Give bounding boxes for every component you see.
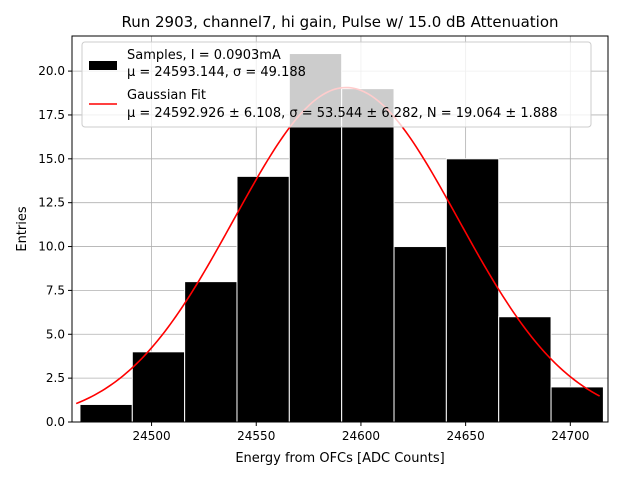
legend-fit-label: Gaussian Fit xyxy=(127,88,206,103)
x-tick-label: 24550 xyxy=(237,429,275,443)
histogram-bar xyxy=(341,88,395,423)
legend-samples-stats: μ = 24593.144, σ = 49.188 xyxy=(127,65,306,80)
x-axis-ticks: 24500 24550 24600 24650 24700 xyxy=(132,422,589,443)
y-tick-label: 20.0 xyxy=(38,64,65,78)
y-tick-label: 15.0 xyxy=(38,152,65,166)
y-axis-label: Entries xyxy=(15,206,30,252)
histogram-bar xyxy=(498,316,552,423)
y-tick-label: 5.0 xyxy=(46,327,65,341)
y-tick-label: 10.0 xyxy=(38,240,65,254)
histogram-bar xyxy=(236,175,290,423)
y-tick-label: 12.5 xyxy=(38,196,65,210)
x-tick-label: 24500 xyxy=(132,429,170,443)
legend-box xyxy=(81,41,592,128)
histogram-bar xyxy=(79,403,133,423)
x-axis-label: Energy from OFCs [ADC Counts] xyxy=(235,451,444,466)
x-tick-label: 24700 xyxy=(551,429,589,443)
plot-frame xyxy=(71,35,609,423)
x-tick-label: 24650 xyxy=(447,429,485,443)
legend-samples-label: Samples, I = 0.0903mA xyxy=(127,48,281,63)
histogram-bar xyxy=(445,158,500,423)
y-tick-label: 7.5 xyxy=(46,283,65,297)
histogram-bar xyxy=(393,246,447,423)
legend-fit-stats: μ = 24592.926 ± 6.108, σ = 53.544 ± 6.28… xyxy=(127,106,558,121)
y-tick-label: 2.5 xyxy=(46,371,65,385)
y-tick-label: 0.0 xyxy=(46,415,65,429)
legend: Samples, I = 0.0903mA μ = 24593.144, σ =… xyxy=(81,41,592,128)
x-tick-label: 24600 xyxy=(342,429,380,443)
y-tick-label: 17.5 xyxy=(38,108,65,122)
histogram-bar xyxy=(184,281,238,423)
histogram-bars xyxy=(79,53,604,423)
chart-title: Run 2903, channel7, hi gain, Pulse w/ 15… xyxy=(121,13,558,31)
y-axis-ticks: 0.0 2.5 5.0 7.5 10.0 12.5 15.0 17.5 20.0 xyxy=(38,64,72,429)
legend-samples-swatch xyxy=(89,61,117,70)
histogram-bar xyxy=(550,386,604,423)
histogram-bar xyxy=(131,351,186,423)
